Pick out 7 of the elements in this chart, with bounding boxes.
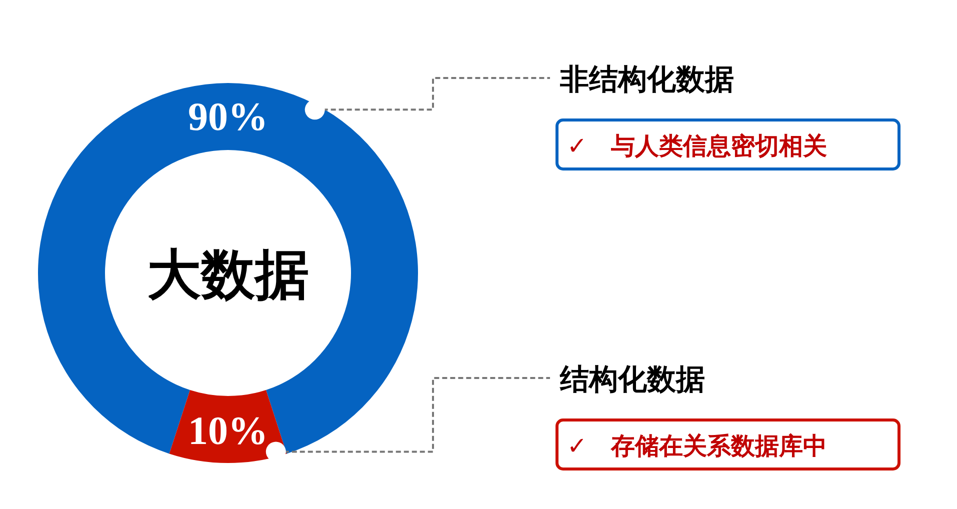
text: 大数据 bbox=[147, 243, 309, 306]
text: ✓ 存储在关系数据库中 bbox=[567, 432, 828, 460]
data-label: 90% bbox=[188, 94, 268, 139]
slice-label: 结构化数据 bbox=[559, 362, 705, 396]
text: ✓ 与人类信息密切相关 bbox=[567, 132, 828, 160]
data-label: 10% bbox=[188, 408, 268, 453]
slice-label: 非结构化数据 bbox=[559, 62, 734, 96]
